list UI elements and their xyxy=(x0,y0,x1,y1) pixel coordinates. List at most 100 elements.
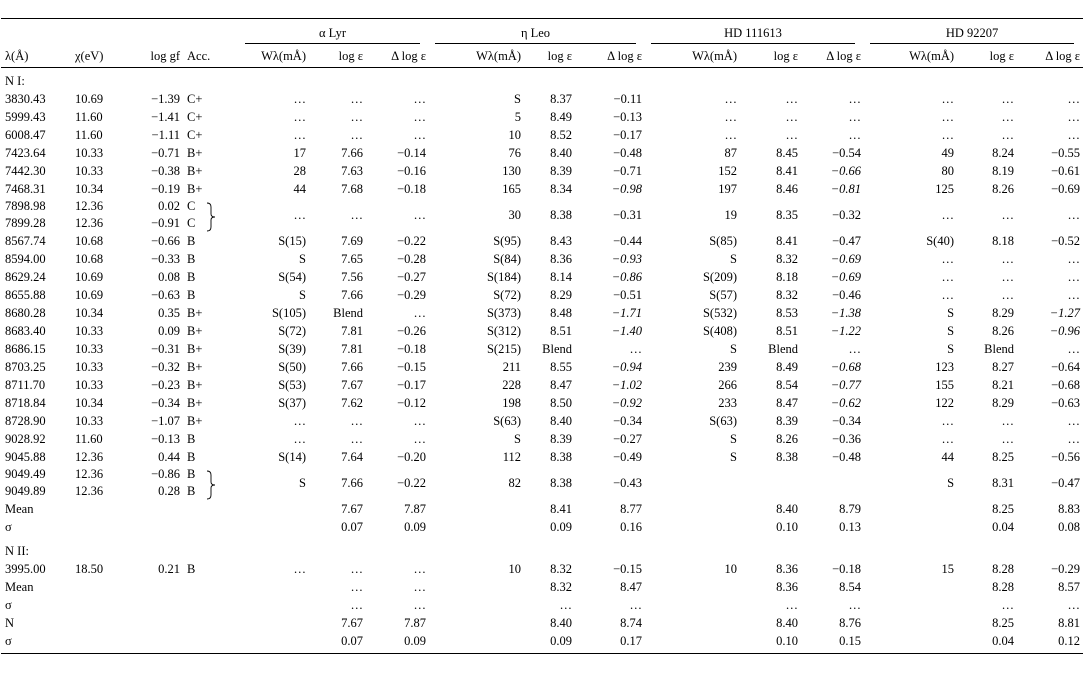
cell xyxy=(71,596,136,614)
cell: … xyxy=(293,562,307,576)
cell: B xyxy=(187,252,196,266)
cell: 8.38 xyxy=(550,476,572,490)
cell: … xyxy=(848,342,862,356)
cell: … xyxy=(350,128,364,142)
cell xyxy=(183,518,239,536)
cell: … xyxy=(1067,598,1081,612)
data-row: 8703.25 10.33 −0.32 B+ S(50) 7.66 −0.15 211 8.55… xyxy=(1,358,1083,376)
cell: S xyxy=(730,252,737,266)
cell: S(408) xyxy=(702,324,737,338)
cell: 8.50 xyxy=(550,396,572,410)
table-body: N I: 3830.43 10.69 −1.39 C+ … … … S 8.37 −0.11 … … … …… xyxy=(1,68,1083,654)
cell: Mean xyxy=(5,502,34,516)
cell: … xyxy=(1001,598,1015,612)
cell: 0.04 xyxy=(992,520,1015,534)
cell-text: −0.92 xyxy=(611,396,642,410)
cell: −0.81 xyxy=(801,180,864,198)
cell: 8.36 xyxy=(776,562,798,576)
data-row: 8680.28 10.34 0.35 B+ S(105) Blend … S(373) 8.48… xyxy=(1,304,1083,322)
data-row: 8655.88 10.69 −0.63 B S 7.66 −0.29 S(72) 8.29 −0.… xyxy=(1,286,1083,304)
cell: −0.56 xyxy=(1051,450,1081,464)
cell-line: 7898.98 xyxy=(5,199,46,213)
cell: 8.38 xyxy=(550,450,572,464)
cell: … xyxy=(413,208,427,222)
cell: S xyxy=(730,342,737,356)
data-row: 9045.88 12.36 0.44 B S(14) 7.64 −0.20 112 8.38 −0… xyxy=(1,448,1083,466)
cell: −0.38 xyxy=(151,164,180,178)
cell: σ xyxy=(5,634,12,648)
cell: B xyxy=(187,234,196,248)
cell: … xyxy=(413,414,427,428)
cell: 239 xyxy=(718,360,737,374)
cell: … xyxy=(724,92,738,106)
column-header: χ(eV) xyxy=(71,45,136,68)
cell: 7.69 xyxy=(341,234,363,248)
cell: S(85) xyxy=(709,234,737,248)
data-row: Mean … … 8.32 8.47 8.36 8.54 8.28 8.57 xyxy=(1,578,1083,596)
cell xyxy=(864,614,957,632)
cell-text: −1.02 xyxy=(611,378,642,392)
cell-text: −0.62 xyxy=(830,396,862,410)
cell: 7.56 xyxy=(341,270,363,284)
cell: −0.64 xyxy=(1051,360,1081,374)
cell: −0.69 xyxy=(1051,182,1081,196)
data-row: 8711.70 10.33 −0.23 B+ S(53) 7.67 −0.17 228 8.47… xyxy=(1,376,1083,394)
cell xyxy=(740,466,801,500)
cell: 8.40 xyxy=(550,616,572,630)
cell: … xyxy=(413,598,427,612)
cell: 10.33 xyxy=(75,378,104,392)
cell-line: 12.36 xyxy=(75,484,104,498)
cell: Blend xyxy=(984,342,1015,356)
cell: … xyxy=(1067,252,1081,266)
abundance-table: α Lyr η Leo HD 111613 HD 92207 λ(Å) χ(eV) log … xyxy=(1,18,1084,654)
cell: −0.54 xyxy=(832,146,862,160)
data-row: 7468.31 10.34 −0.19 B+ 44 7.68 −0.18 165 8.34 −0.… xyxy=(1,180,1083,198)
cell: 9028.92 xyxy=(5,432,46,446)
cell: −0.22 xyxy=(397,234,426,248)
cell: … xyxy=(848,598,862,612)
cell: −0.61 xyxy=(1051,164,1081,178)
cell: 155 xyxy=(935,378,955,392)
cell: 0.44 xyxy=(158,450,180,464)
cell: S(15) xyxy=(278,234,306,248)
cell: 8.14 xyxy=(550,270,572,284)
cell: S xyxy=(730,450,737,464)
cell: … xyxy=(785,92,799,106)
cell: 10.33 xyxy=(75,414,104,428)
cell: 8.29 xyxy=(992,396,1015,410)
cell xyxy=(645,614,740,632)
cell: 11.60 xyxy=(75,432,103,446)
cell: −0.33 xyxy=(151,252,180,266)
cell xyxy=(429,596,524,614)
cell: 6008.47 xyxy=(5,128,46,142)
cell xyxy=(183,614,239,632)
data-row: 6008.47 11.60 −1.11 C+……… 10 8.52 −0.17……………… xyxy=(1,126,1083,144)
cell: 12.36 xyxy=(75,450,104,464)
cell: −0.86 0.28 xyxy=(136,466,183,500)
cell: −0.86 xyxy=(575,268,645,286)
column-header: Δ log ε xyxy=(801,45,865,68)
cell xyxy=(183,578,239,596)
cell: −0.51 xyxy=(613,288,642,302)
cell: 8.32 xyxy=(550,580,572,594)
cell: −0.34 xyxy=(832,414,862,428)
column-header: log gf xyxy=(136,45,183,68)
cell: −0.96 xyxy=(1017,322,1083,340)
data-row: σ…………………… xyxy=(1,596,1083,614)
cell: B+ xyxy=(187,146,203,160)
cell: … xyxy=(350,562,364,576)
cell: 7.81 xyxy=(341,342,363,356)
data-row: 7423.64 10.33 −0.71 B+ 17 7.66 −0.14 76 8.40 −0.4… xyxy=(1,144,1083,162)
cell: −1.02 xyxy=(575,376,645,394)
cell: S(532) xyxy=(702,306,737,320)
cell: −0.27 xyxy=(613,432,642,446)
cell-line: C xyxy=(187,199,196,213)
cell xyxy=(864,500,957,518)
cell: −0.18 xyxy=(397,342,426,356)
cell: 8711.70 xyxy=(5,378,46,392)
cell xyxy=(645,632,740,654)
cell: −0.11 xyxy=(613,92,642,106)
cell: −0.92 xyxy=(575,394,645,412)
